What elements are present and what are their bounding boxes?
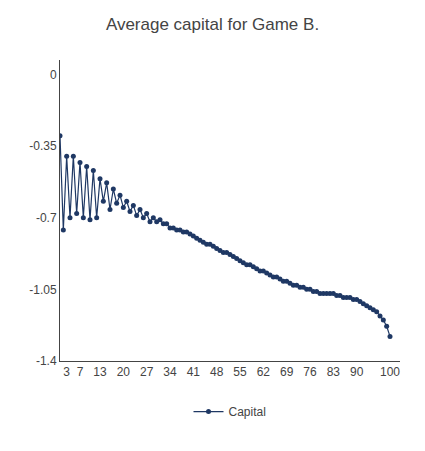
svg-text:55: 55 [233, 365, 247, 379]
svg-text:0: 0 [50, 68, 57, 82]
svg-text:69: 69 [280, 365, 294, 379]
svg-text:3: 3 [63, 365, 70, 379]
svg-text:62: 62 [257, 365, 271, 379]
svg-text:20: 20 [117, 365, 131, 379]
svg-text:-0.7: -0.7 [36, 211, 57, 225]
svg-text:-1.4: -1.4 [36, 354, 57, 368]
svg-text:48: 48 [210, 365, 224, 379]
svg-text:Average capital for Game B.: Average capital for Game B. [106, 15, 319, 34]
svg-text:34: 34 [163, 365, 177, 379]
svg-text:100: 100 [380, 365, 400, 379]
svg-text:90: 90 [350, 365, 364, 379]
svg-text:-0.35: -0.35 [29, 139, 57, 153]
svg-text:41: 41 [187, 365, 201, 379]
svg-text:-1.05: -1.05 [29, 283, 57, 297]
svg-text:13: 13 [93, 365, 107, 379]
svg-text:27: 27 [140, 365, 154, 379]
svg-text:Capital: Capital [229, 405, 266, 419]
svg-text:83: 83 [327, 365, 341, 379]
svg-text:7: 7 [77, 365, 84, 379]
svg-text:76: 76 [303, 365, 317, 379]
